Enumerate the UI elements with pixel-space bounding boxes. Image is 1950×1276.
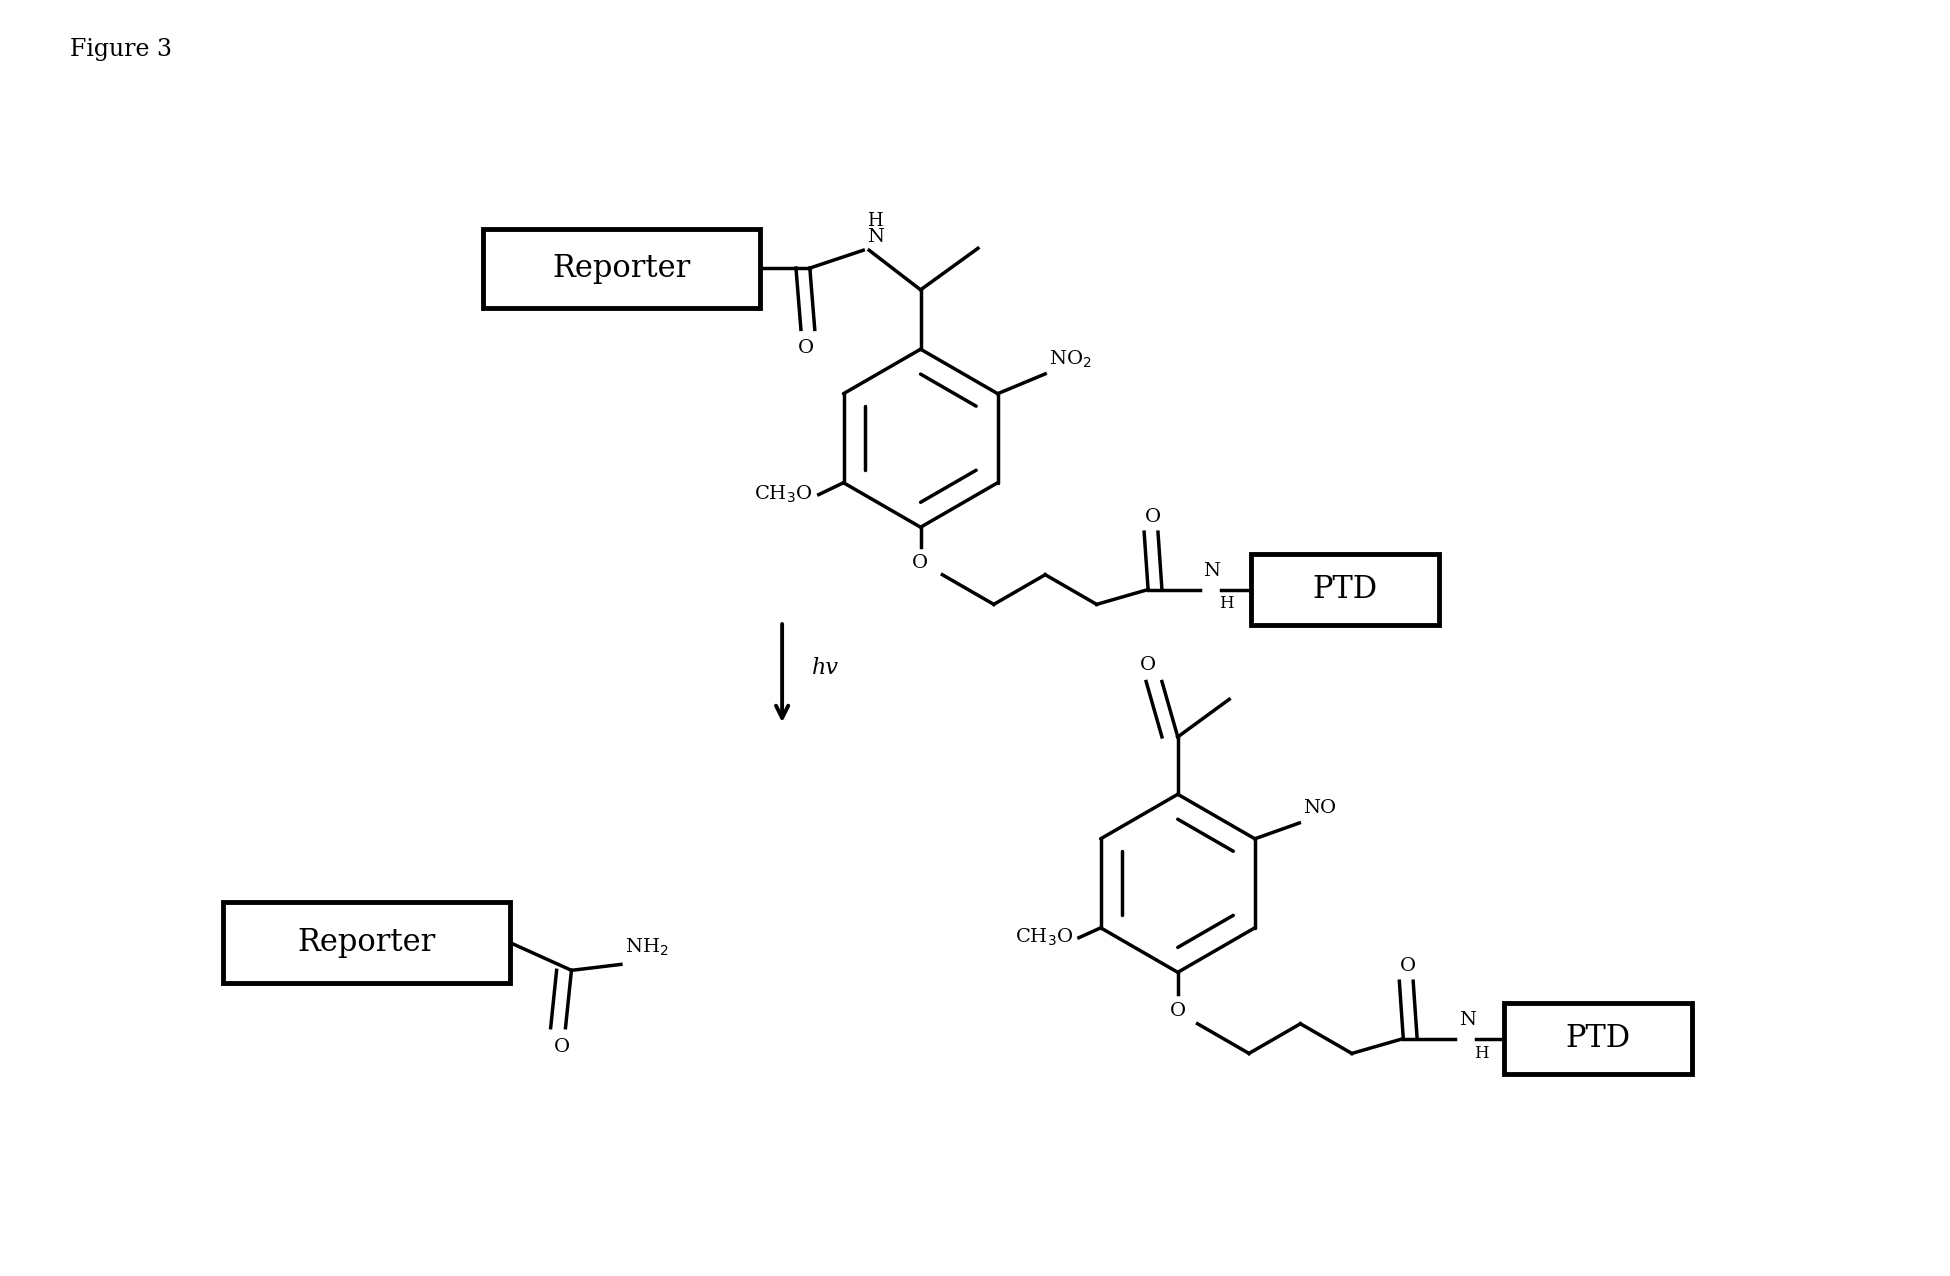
Text: H: H: [1474, 1045, 1490, 1062]
Text: O: O: [1145, 508, 1160, 526]
Text: PTD: PTD: [1566, 1023, 1630, 1054]
Bar: [1503, 1003, 1693, 1074]
Text: NH$_2$: NH$_2$: [624, 937, 669, 958]
Text: Figure 3: Figure 3: [70, 37, 172, 60]
Bar: [1252, 554, 1439, 625]
Text: PTD: PTD: [1312, 574, 1377, 605]
Text: CH$_3$O: CH$_3$O: [755, 484, 813, 505]
Text: NO$_2$: NO$_2$: [1049, 348, 1092, 370]
Text: hv: hv: [811, 657, 838, 679]
Text: O: O: [1141, 656, 1156, 674]
Text: CH$_3$O: CH$_3$O: [1014, 928, 1072, 948]
Text: H: H: [868, 213, 883, 231]
Bar: [222, 902, 511, 984]
Text: O: O: [1400, 957, 1416, 975]
Text: Reporter: Reporter: [298, 928, 435, 958]
Text: O: O: [798, 339, 813, 357]
Text: Reporter: Reporter: [552, 253, 690, 283]
Bar: [484, 228, 760, 308]
Text: O: O: [554, 1037, 569, 1055]
Text: O: O: [911, 554, 928, 572]
Text: N: N: [1459, 1011, 1476, 1028]
Text: N: N: [866, 228, 883, 246]
Text: O: O: [1170, 1002, 1186, 1020]
Text: H: H: [1219, 595, 1234, 612]
Text: NO: NO: [1303, 799, 1336, 817]
Text: N: N: [1203, 561, 1221, 579]
